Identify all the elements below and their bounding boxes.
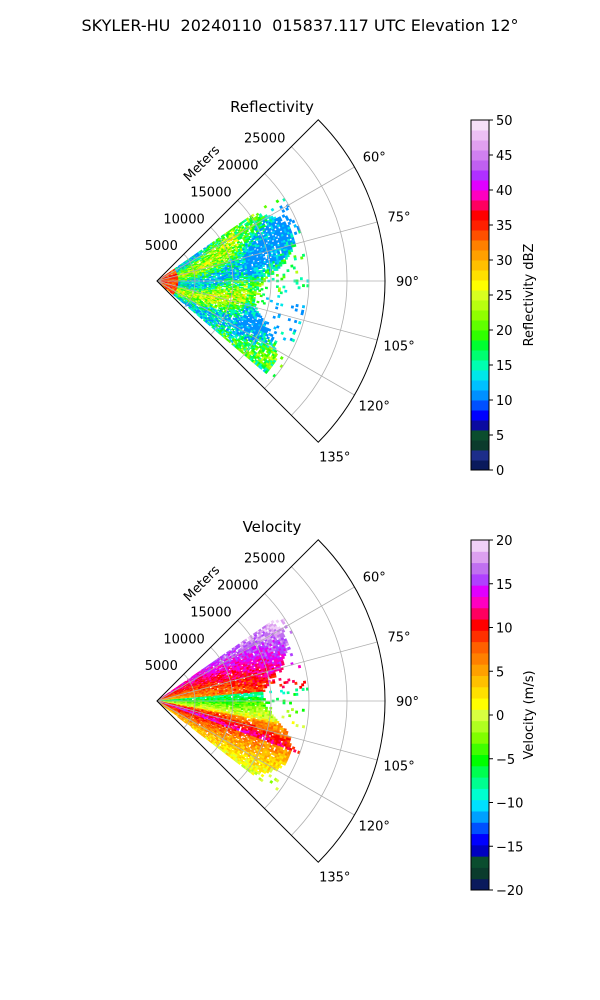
radar-gate — [180, 698, 184, 700]
figure-title: SKYLER-HU 20240110 015837.117 UTC Elevat… — [81, 16, 519, 35]
